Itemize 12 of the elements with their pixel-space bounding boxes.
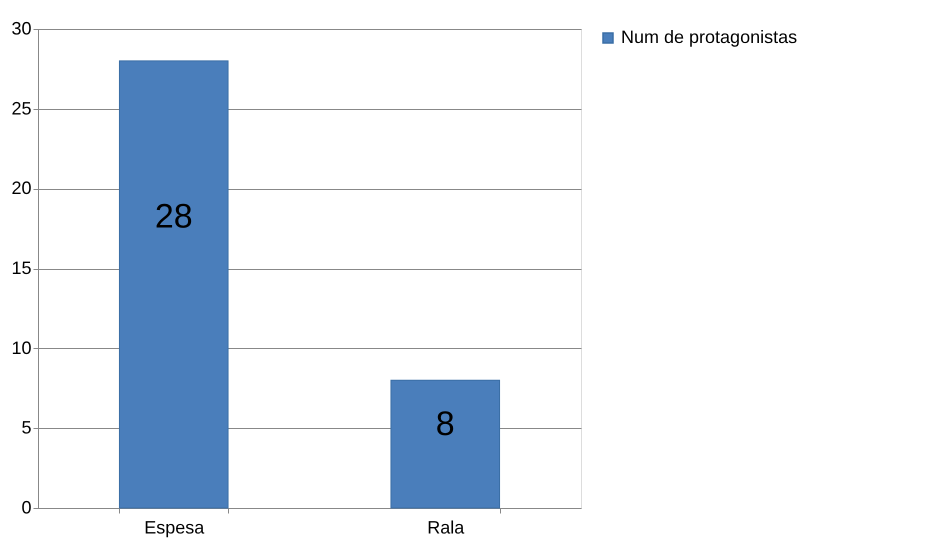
y-tick-label: 15 (11, 258, 32, 278)
x-tick-label: Espesa (144, 518, 206, 538)
y-tick-label: 5 (21, 418, 32, 438)
y-tick-label: 10 (11, 338, 32, 358)
y-tick-label: 30 (11, 18, 32, 38)
y-tick-label: 0 (21, 498, 32, 518)
legend-label: Num de protagonistas (621, 27, 798, 47)
x-tick-label: Rala (427, 518, 466, 538)
data-label: 8 (436, 404, 455, 443)
y-tick-label: 20 (11, 178, 32, 198)
y-tick-label: 25 (11, 98, 32, 118)
data-label: 28 (154, 197, 193, 236)
